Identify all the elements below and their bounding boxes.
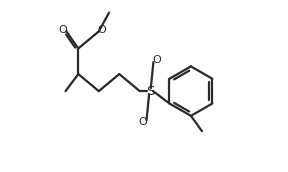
Text: O: O xyxy=(58,25,67,35)
Text: S: S xyxy=(146,85,154,98)
Text: O: O xyxy=(153,55,162,65)
Text: O: O xyxy=(97,25,106,35)
Text: O: O xyxy=(139,117,147,127)
